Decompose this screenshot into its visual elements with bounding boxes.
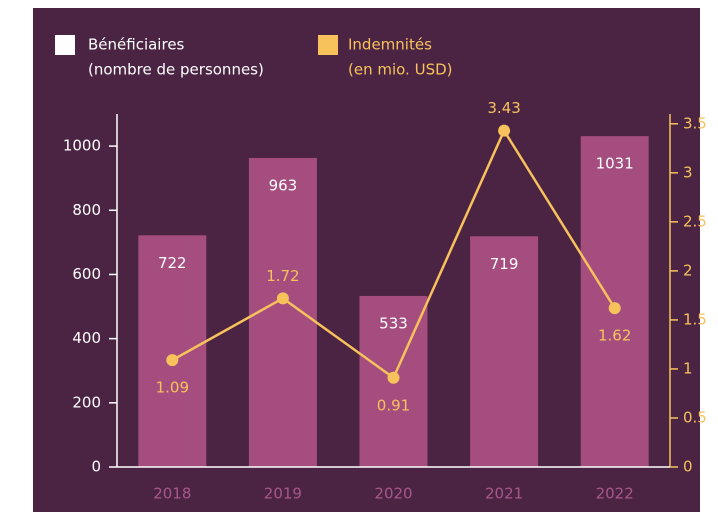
bar-value-label: 963 <box>269 176 298 194</box>
line-value-label: 3.43 <box>487 99 520 117</box>
y2-tick-label: 0.5 <box>683 408 707 426</box>
y-tick-label: 600 <box>72 265 101 283</box>
line-value-label: 0.91 <box>377 396 410 414</box>
x-tick-label: 2021 <box>485 485 523 503</box>
y-tick-label: 800 <box>72 201 101 219</box>
line-value-label: 1.62 <box>598 327 631 345</box>
y2-tick-label: 2.5 <box>683 212 707 230</box>
bar-value-label: 1031 <box>596 155 634 173</box>
y2-tick-label: 1 <box>683 359 693 377</box>
x-tick-label: 2019 <box>264 485 302 503</box>
y2-tick-label: 3.5 <box>683 114 707 132</box>
legend-unit: (en mio. USD) <box>348 61 453 79</box>
line-point <box>498 124 511 137</box>
line-point <box>608 302 621 315</box>
y-tick-label: 1000 <box>63 137 101 155</box>
y-tick-label: 0 <box>91 458 101 476</box>
bar <box>138 235 207 467</box>
y2-tick-label: 2 <box>683 261 693 279</box>
y-tick-label: 200 <box>72 393 101 411</box>
legend-swatch <box>55 35 75 55</box>
x-tick-label: 2022 <box>596 485 634 503</box>
bar-value-label: 719 <box>490 255 519 273</box>
y2-tick-label: 0 <box>683 458 693 476</box>
legend-label: Indemnités <box>348 36 432 54</box>
y2-tick-label: 1.5 <box>683 310 707 328</box>
x-tick-label: 2020 <box>374 485 412 503</box>
line-value-label: 1.72 <box>266 267 299 285</box>
y-tick-label: 400 <box>72 329 101 347</box>
line-point <box>387 371 400 384</box>
legend-unit: (nombre de personnes) <box>88 61 264 79</box>
legend-label: Bénéficiaires <box>88 36 185 54</box>
bar <box>470 236 539 467</box>
bar <box>248 157 317 467</box>
line-point <box>166 354 179 367</box>
bar-value-label: 533 <box>379 314 408 332</box>
x-tick-label: 2018 <box>153 485 191 503</box>
y2-tick-label: 3 <box>683 163 693 181</box>
line-point <box>276 292 289 305</box>
legend-swatch <box>318 35 338 55</box>
line-value-label: 1.09 <box>156 379 189 397</box>
bar-value-label: 722 <box>158 254 187 272</box>
bar <box>580 136 649 467</box>
